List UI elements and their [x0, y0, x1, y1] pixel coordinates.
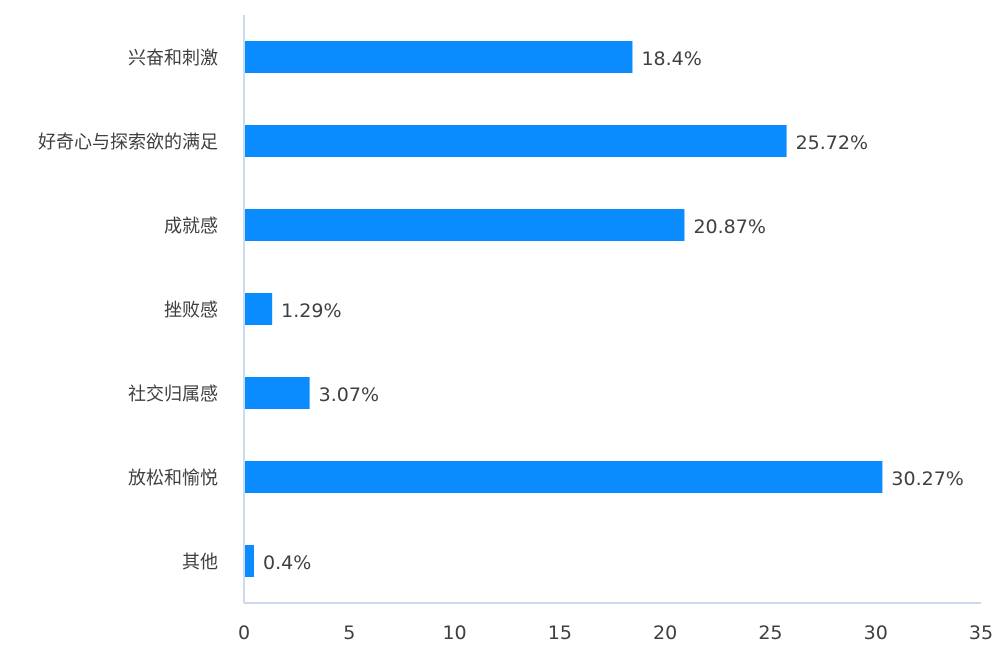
x-tick-label: 5	[343, 622, 355, 644]
bar	[245, 209, 685, 241]
data-label: 30.27%	[891, 468, 963, 490]
x-tick-label: 25	[758, 622, 782, 644]
x-tick-label: 35	[969, 622, 993, 644]
bar	[245, 377, 310, 409]
x-tick-label: 10	[442, 622, 466, 644]
bar	[245, 461, 883, 493]
y-category-label: 兴奋和刺激	[128, 48, 218, 69]
data-label: 0.4%	[263, 552, 311, 574]
bar	[245, 41, 633, 73]
data-label: 3.07%	[319, 384, 379, 406]
data-label: 25.72%	[796, 132, 868, 154]
x-tick-label: 15	[548, 622, 572, 644]
bar	[245, 293, 273, 325]
data-label: 1.29%	[281, 300, 341, 322]
x-tick-label: 30	[864, 622, 888, 644]
data-label: 18.4%	[641, 48, 701, 70]
x-tick-label: 0	[238, 622, 250, 644]
data-label: 20.87%	[693, 216, 765, 238]
y-category-label: 社交归属感	[128, 384, 218, 405]
y-category-label: 挫败感	[164, 300, 218, 321]
bar	[245, 545, 254, 577]
y-category-label: 其他	[182, 552, 218, 573]
y-category-label: 好奇心与探索欲的满足	[38, 132, 218, 153]
x-tick-label: 20	[653, 622, 677, 644]
bar	[245, 125, 787, 157]
y-category-label: 放松和愉悦	[128, 468, 218, 489]
y-category-label: 成就感	[164, 216, 218, 237]
